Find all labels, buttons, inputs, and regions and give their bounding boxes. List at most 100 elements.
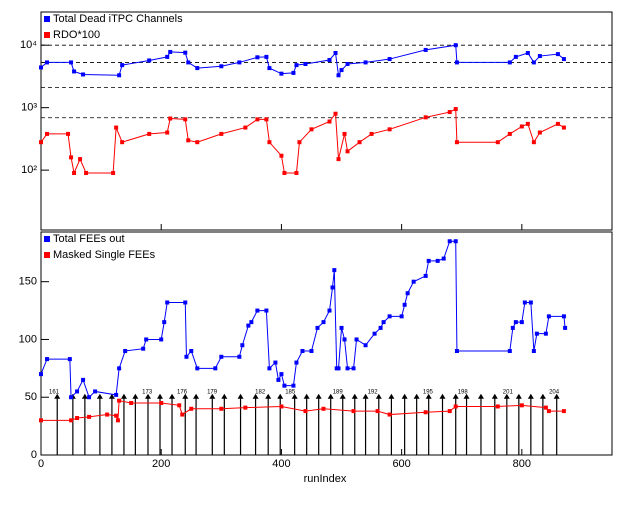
day-marker-head — [327, 393, 334, 399]
data-point — [537, 54, 542, 59]
day-marker-head — [108, 393, 115, 399]
data-point — [115, 418, 120, 423]
data-point — [186, 60, 191, 65]
day-marker-head — [252, 393, 259, 399]
x-tick-label: 600 — [392, 458, 410, 470]
plot-frame — [40, 11, 613, 231]
data-point — [219, 354, 224, 359]
day-marker-head — [193, 393, 200, 399]
x-tick-label: 0 — [38, 458, 44, 470]
day-marker-head — [539, 393, 546, 399]
day-marker-head — [515, 393, 522, 399]
data-point — [510, 325, 515, 330]
data-point — [303, 62, 308, 67]
day-marker-head — [452, 393, 459, 399]
data-point — [426, 258, 431, 263]
data-point — [195, 66, 200, 71]
data-point — [255, 117, 260, 122]
day-marker-head — [351, 393, 358, 399]
data-point — [213, 366, 218, 371]
data-point — [351, 409, 356, 414]
x-tick-label: 400 — [272, 458, 290, 470]
legend-label: Total FEEs out — [53, 233, 125, 245]
data-point — [81, 377, 86, 382]
day-label: 176 — [177, 389, 188, 395]
legend-swatch — [44, 236, 50, 242]
data-point — [454, 349, 459, 354]
data-point — [189, 406, 194, 411]
data-point — [183, 117, 188, 122]
day-marker-head — [413, 393, 420, 399]
data-point — [363, 60, 368, 65]
y-tick-label: 50 — [25, 391, 37, 403]
data-point — [336, 73, 341, 78]
data-point — [249, 320, 254, 325]
data-point — [339, 325, 344, 330]
day-marker-head — [315, 393, 322, 399]
plot-frame — [40, 231, 613, 456]
data-point — [219, 406, 224, 411]
y-tick-label: 10⁴ — [20, 39, 37, 51]
data-point — [291, 70, 296, 75]
data-point — [93, 389, 98, 394]
data-point — [387, 314, 392, 319]
data-point — [129, 401, 134, 406]
data-point — [69, 155, 74, 160]
data-point — [75, 389, 80, 394]
data-point — [294, 63, 299, 68]
data-point — [543, 405, 548, 410]
data-point — [447, 239, 452, 244]
data-point — [561, 125, 566, 130]
day-marker-head — [237, 393, 244, 399]
data-point — [282, 383, 287, 388]
data-point — [39, 65, 43, 70]
data-point — [267, 66, 272, 71]
day-label: 189 — [333, 389, 344, 395]
day-label: 201 — [503, 389, 514, 395]
data-point — [423, 410, 428, 415]
y-tick-label: 10² — [21, 164, 37, 176]
day-label: 192 — [368, 389, 379, 395]
data-point — [345, 366, 350, 371]
data-point — [513, 54, 518, 59]
data-point — [342, 131, 347, 136]
day-marker-head — [491, 393, 498, 399]
y-tick-label: 150 — [19, 276, 37, 288]
data-point — [507, 60, 512, 65]
data-point — [333, 111, 338, 116]
data-point — [117, 398, 122, 403]
day-marker-head — [169, 393, 176, 399]
day-marker-head — [463, 393, 470, 399]
data-point — [69, 60, 74, 65]
data-point — [72, 69, 77, 74]
data-point — [255, 55, 260, 60]
data-point — [120, 140, 125, 145]
day-label: 204 — [549, 389, 560, 395]
data-point — [184, 354, 189, 359]
data-point — [453, 43, 458, 48]
data-point — [411, 279, 416, 284]
data-point — [522, 300, 527, 305]
data-point — [45, 131, 50, 136]
data-point — [39, 140, 43, 145]
data-point — [381, 320, 386, 325]
data-point — [507, 349, 512, 354]
data-point — [315, 325, 320, 330]
data-point — [237, 60, 242, 65]
x-tick-label: 800 — [513, 458, 531, 470]
legend-swatch — [44, 32, 50, 38]
data-point — [519, 403, 524, 408]
data-point — [454, 60, 459, 65]
data-point — [537, 130, 542, 135]
data-point — [402, 302, 407, 307]
legend-swatch — [44, 16, 50, 22]
day-label: 185 — [285, 389, 296, 395]
data-point — [78, 157, 83, 162]
data-point — [321, 320, 326, 325]
data-point — [186, 138, 191, 143]
data-point — [345, 62, 350, 67]
data-point — [423, 273, 428, 278]
data-point — [531, 349, 536, 354]
data-point — [123, 349, 128, 354]
day-marker-head — [527, 393, 534, 399]
